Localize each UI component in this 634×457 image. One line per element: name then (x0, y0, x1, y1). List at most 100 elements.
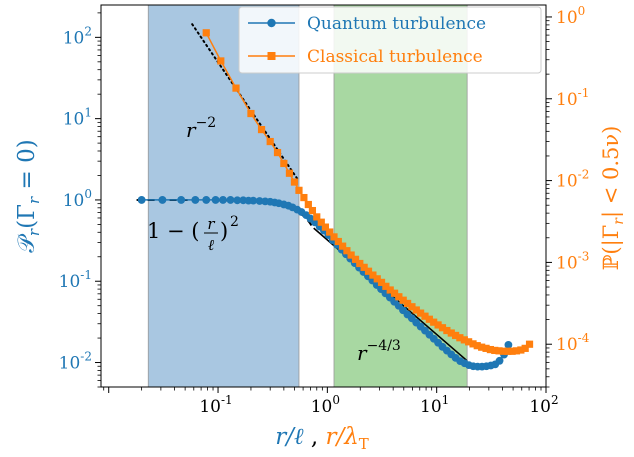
quantum-point (219, 196, 227, 204)
quantum-point (211, 196, 220, 204)
classical-point (499, 347, 508, 355)
svg-text:1 − (: 1 − ( (147, 219, 200, 243)
x-axis-label: r/ℓ , r/λT (275, 424, 369, 453)
classical-point (202, 29, 210, 37)
classical-point (460, 336, 468, 344)
classical-point (280, 159, 288, 168)
classical-point (473, 342, 481, 350)
classical-point (217, 57, 225, 65)
y-left-tick-label: 100 (63, 187, 92, 211)
classical-point (247, 109, 255, 118)
classical-point (395, 293, 403, 301)
classical-point (512, 347, 521, 355)
legend-label: Quantum turbulence (307, 14, 486, 34)
y-right-tick-label: 10-1 (556, 86, 589, 110)
quantum-point (249, 196, 258, 205)
classical-point (469, 340, 477, 348)
y-left-tick-label: 102 (63, 24, 92, 48)
y-right-tick-label: 100 (556, 4, 585, 28)
quantum-point (177, 196, 186, 204)
classical-point (382, 282, 390, 290)
classical-point (456, 334, 464, 342)
classical-point (326, 228, 334, 236)
classical-point (317, 218, 325, 226)
legend: Quantum turbulence Classical turbulence (238, 6, 542, 74)
annotation-r-minus43: r−4/3 (357, 338, 401, 365)
y-right-tick-label: 10-2 (556, 168, 589, 192)
classical-point (295, 186, 303, 194)
y-right-tick-label: 10-3 (556, 249, 589, 273)
classical-point (421, 312, 429, 320)
classical-point (300, 193, 308, 202)
classical-point (403, 299, 412, 308)
plot-frame (100, 4, 547, 388)
svg-text:2: 2 (230, 214, 239, 230)
classical-point (430, 318, 438, 326)
legend-marker-circle (267, 18, 276, 28)
classical-point (339, 242, 347, 250)
reference-line-dotted (191, 23, 300, 183)
classical-point (308, 206, 317, 215)
quantum-point (504, 340, 513, 349)
classical-point (369, 271, 377, 279)
classical-point (313, 213, 321, 221)
classical-point (495, 347, 503, 355)
classical-point (465, 338, 473, 346)
y-left-tick-label: 101 (63, 106, 92, 130)
quantum-point (495, 356, 504, 365)
classical-point (304, 200, 312, 209)
classical-point (232, 84, 240, 92)
classical-point (517, 346, 525, 354)
classical-point (438, 324, 447, 332)
classical-point (266, 137, 274, 146)
classical-point (408, 303, 416, 311)
classical-point (521, 344, 529, 352)
svg-text:ℓ: ℓ (208, 236, 214, 254)
classical-point (285, 169, 294, 177)
classical-point (273, 148, 282, 157)
classical-point (486, 345, 494, 354)
classical-point (373, 275, 381, 283)
classical-point (377, 278, 386, 286)
classical-point (399, 296, 407, 304)
y-left-axis-label: 𝒫r(Γr = 0) (14, 139, 43, 252)
classical-point (390, 289, 399, 297)
quantum-series (137, 196, 513, 371)
y-right-axis-label: ℙ(|Γr| < 0.5ν) (599, 126, 627, 271)
x-tick-label: 102 (529, 393, 558, 417)
classical-point (290, 178, 299, 186)
quantum-point (158, 196, 167, 204)
quantum-point (137, 196, 146, 204)
quantum-point (226, 196, 235, 204)
legend-marker-square (267, 52, 276, 60)
classical-point (434, 321, 442, 329)
annotation-r-minus2: r−2 (186, 115, 216, 142)
quantum-point (191, 196, 200, 204)
classical-point (364, 267, 373, 275)
classical-point (491, 346, 499, 355)
svg-text:): ) (220, 219, 228, 243)
classical-series (202, 29, 534, 355)
y-left-tick-label: 10-1 (59, 268, 92, 292)
classical-point (525, 340, 534, 348)
classical-point (360, 263, 368, 271)
annotations: r−2 r−4/3 1 − (rℓ) 2 (147, 115, 401, 365)
classical-point (412, 306, 420, 314)
classical-point (447, 329, 455, 337)
classical-point (508, 347, 516, 355)
axis-labels: r/ℓ , r/λT 𝒫r(Γr = 0) ℙ(|Γr| < 0.5ν) (14, 126, 627, 453)
quantum-point (233, 196, 242, 205)
quantum-point (202, 196, 211, 204)
classical-point (417, 309, 425, 317)
classical-point (257, 125, 266, 134)
classical-point (330, 233, 338, 241)
classical-point (351, 255, 360, 263)
x-tick-label: 10-1 (199, 393, 232, 417)
y-left-tick-label: 10-2 (59, 350, 92, 374)
classical-point (443, 326, 451, 335)
classical-point (478, 343, 486, 351)
legend-box (238, 6, 542, 74)
classical-point (334, 237, 342, 246)
classical-point (386, 286, 394, 294)
